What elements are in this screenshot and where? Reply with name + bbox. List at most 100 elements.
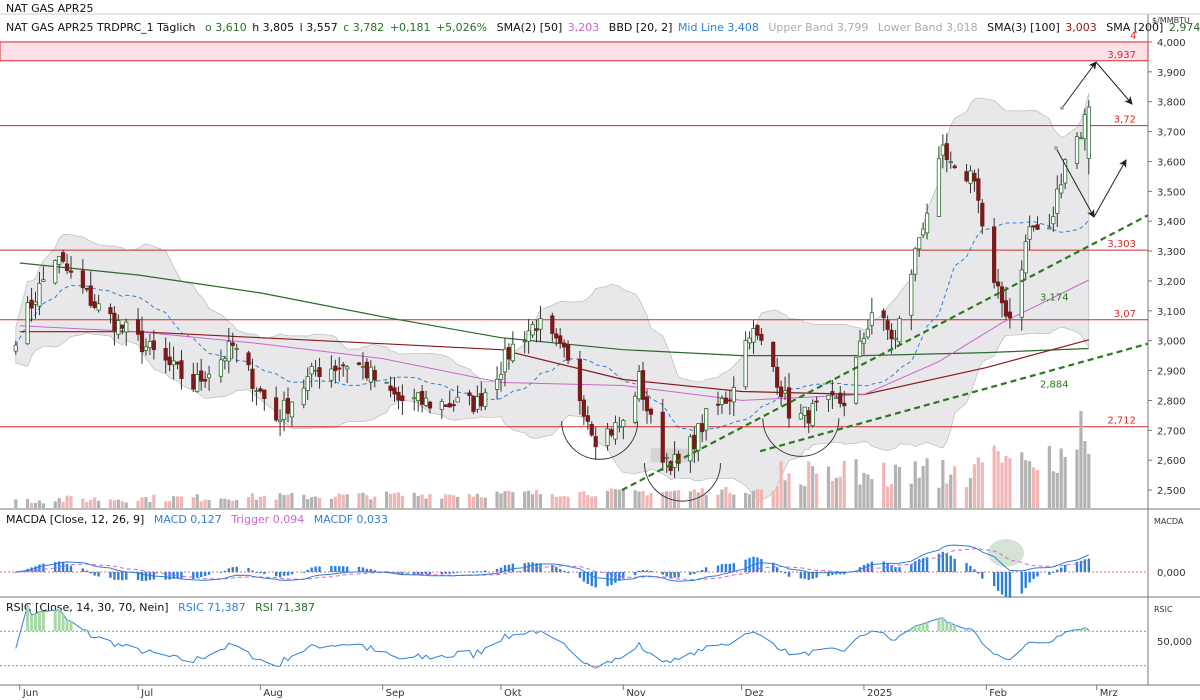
volume-bar: [302, 494, 306, 508]
macd-histogram-bar: [689, 572, 692, 575]
candle-body: [1086, 106, 1091, 159]
candle-body: [498, 374, 504, 380]
volume-bar: [428, 494, 432, 508]
candle-body: [743, 340, 748, 388]
candle-body: [853, 356, 859, 404]
candle-body: [565, 344, 571, 361]
volume-bar: [826, 466, 831, 508]
volume-bar: [665, 491, 669, 508]
candle-body: [479, 393, 484, 407]
x-tick-label: Feb: [989, 688, 1007, 699]
macd-histogram-bar: [334, 566, 337, 572]
volume-bar: [495, 491, 499, 508]
candlesticks: [13, 100, 1091, 479]
volume-bar: [448, 494, 452, 508]
volume-bar: [369, 499, 373, 508]
macd-histogram-bar: [65, 563, 69, 572]
volume-bar: [26, 498, 30, 508]
volume-bar: [747, 494, 752, 508]
macd-histogram-bar: [831, 572, 834, 576]
high-value: h 3,805: [252, 21, 295, 34]
bbd-lower-value: Lower Band 3,018: [877, 21, 978, 34]
macd-histogram-bar: [495, 568, 499, 572]
volume-bar: [945, 483, 949, 508]
volume-bar: [140, 497, 144, 508]
candle-body: [696, 423, 701, 451]
volume-bar: [112, 500, 117, 508]
candle-body: [506, 347, 512, 360]
bbd-mid-value: Mid Line 3,408: [677, 21, 759, 34]
bollinger-band-area: [15, 93, 1090, 501]
volume-bar: [815, 473, 819, 508]
macd-histogram-bar: [338, 566, 341, 572]
macd-histogram-bar: [594, 572, 597, 588]
candle-body: [924, 212, 930, 234]
candle-body: [167, 356, 172, 366]
candle-body: [368, 366, 373, 383]
candle-body: [412, 397, 417, 400]
macd-histogram-bar: [701, 569, 704, 572]
volume-bar: [479, 497, 483, 508]
macd-histogram-bar: [274, 572, 278, 577]
macd-histogram-bar: [724, 563, 728, 572]
macd-histogram-bar: [54, 562, 57, 572]
volume-bar: [613, 489, 618, 508]
level-label: 3,937: [1107, 50, 1136, 61]
macd-histogram-bar: [649, 570, 653, 572]
macd-histogram-bar: [420, 572, 424, 575]
candle-body: [869, 312, 874, 326]
candle-body: [305, 376, 310, 392]
macd-histogram-bar: [866, 563, 870, 572]
y-tick-label: 2,500: [1157, 486, 1186, 497]
candle-body: [341, 364, 346, 367]
volume-bar: [972, 464, 977, 508]
macd-histogram-bar: [890, 565, 893, 572]
volume-bar: [976, 457, 980, 508]
volume-bar: [29, 502, 34, 508]
candle-body: [621, 420, 626, 428]
volume-bar: [992, 445, 996, 508]
macd-histogram-bar: [973, 569, 976, 572]
x-tick-label: Sep: [386, 688, 405, 699]
macd-histogram-bar: [144, 572, 148, 581]
volume-bar: [416, 495, 420, 508]
candle-body: [944, 143, 949, 161]
volume-bar: [779, 461, 783, 508]
support-trendline-shallow: [759, 342, 1149, 453]
sma50-legend: SMA(2) [50]: [496, 21, 563, 34]
candle-body: [759, 333, 764, 341]
volume-bar: [57, 498, 61, 508]
macd-panel: [0, 544, 1148, 598]
candle-body: [262, 389, 267, 400]
candle-body: [317, 367, 322, 378]
macd-histogram-bar: [894, 567, 897, 572]
candle-body: [964, 171, 969, 182]
candle-body: [1023, 241, 1028, 274]
candle-body: [483, 392, 488, 407]
level-label: 2,712: [1107, 416, 1136, 427]
candle-body: [289, 401, 295, 418]
candle-body: [29, 299, 34, 309]
candle-body: [554, 333, 559, 339]
volume-bar: [953, 466, 957, 508]
candle-body: [688, 436, 693, 462]
y-tick-label: 3,100: [1157, 307, 1186, 318]
macd-histogram-bar: [472, 572, 475, 573]
macd-histogram-bar: [535, 563, 538, 572]
volume-bar: [704, 494, 708, 508]
candle-body: [889, 329, 894, 340]
trigger-value: Trigger 0,094: [231, 513, 305, 526]
volume-bar: [231, 500, 235, 508]
candle-body: [108, 307, 113, 315]
macd-histogram-bar: [779, 571, 783, 572]
macd-histogram-bar: [992, 572, 996, 587]
candle-body: [999, 286, 1005, 304]
candle-body: [274, 397, 279, 421]
change-pct-value: +5,026%: [435, 21, 488, 34]
volume-bar: [333, 496, 337, 508]
candle-body: [609, 429, 614, 436]
volume-bar: [1024, 460, 1028, 508]
candle-body: [723, 397, 728, 404]
y-tick-label: 3,200: [1157, 277, 1186, 288]
